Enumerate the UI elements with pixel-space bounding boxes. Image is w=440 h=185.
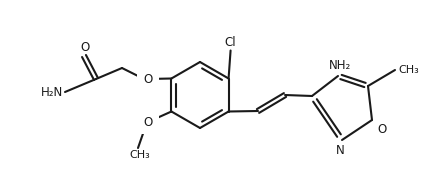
Text: CH₃: CH₃ [130,150,150,160]
Text: O: O [377,123,386,136]
Text: N: N [336,144,345,157]
Text: Cl: Cl [225,36,236,48]
Text: O: O [81,41,90,54]
Text: NH₂: NH₂ [329,59,351,72]
Text: O: O [143,73,153,85]
Text: CH₃: CH₃ [398,65,419,75]
Text: O: O [143,115,153,129]
Text: H₂N: H₂N [41,85,63,98]
